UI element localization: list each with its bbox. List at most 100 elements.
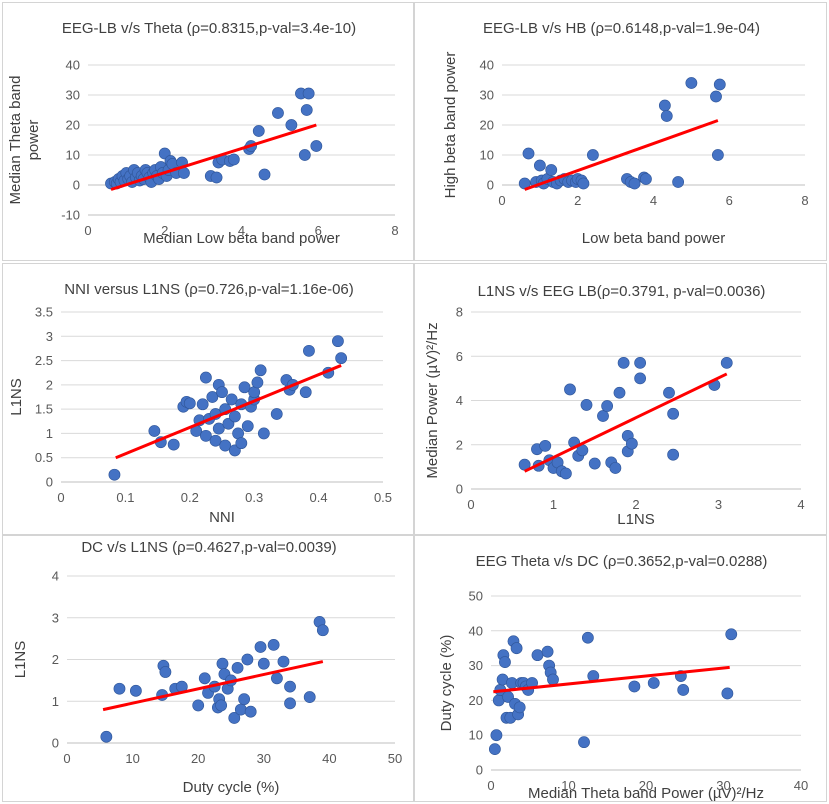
data-point — [499, 656, 511, 669]
data-point — [316, 624, 329, 637]
x-tick-label: 4 — [650, 193, 657, 208]
data-point — [251, 376, 264, 389]
x-tick-label: 40 — [322, 751, 336, 766]
data-point — [685, 77, 698, 89]
chart-panel-eeg-theta-vs-dc: EEG Theta v/s DC (ρ=0.3652,p-val=0.0288)… — [414, 535, 827, 802]
x-axis-label: Duty cycle (%) — [183, 779, 280, 796]
x-tick-label: 0 — [498, 193, 505, 208]
data-point — [216, 386, 228, 399]
data-point — [625, 437, 638, 450]
data-point — [545, 164, 558, 176]
y-tick-label: 20 — [469, 693, 483, 708]
chart-dc-vs-l1ns: DC v/s L1NS (ρ=0.4627,p-val=0.0039) 0 1 2 3 4… — [12, 539, 402, 796]
data-point — [634, 372, 647, 385]
y-tick-label: 40 — [480, 58, 494, 73]
data-point — [617, 356, 630, 369]
y-tick-label: 3 — [52, 610, 59, 625]
chart-title: DC v/s L1NS (ρ=0.4627,p-val=0.0039) — [81, 539, 336, 556]
data-point — [272, 107, 284, 119]
data-point — [725, 628, 738, 641]
y-tick-label: 0 — [456, 482, 463, 497]
data-point — [225, 393, 238, 406]
data-point — [209, 434, 222, 447]
data-point — [303, 691, 316, 703]
y-tick-label: 3 — [46, 329, 53, 344]
x-axis-label: Median Low beta band power — [143, 230, 340, 247]
data-point — [113, 682, 126, 695]
x-tick-label: 4 — [238, 223, 245, 238]
data-point — [100, 730, 113, 743]
x-axis-label: NNI — [209, 509, 235, 526]
data-point — [277, 655, 290, 668]
y-axis-label: Duty cycle (%) — [438, 635, 455, 732]
data-point — [510, 642, 523, 655]
data-point — [541, 645, 554, 658]
data-point — [210, 171, 223, 184]
chart-panel-nni-vs-l1ns: NNI versus L1NS (ρ=0.726,p-val=1.16e-06)… — [2, 263, 414, 535]
x-tick-label: 4 — [797, 497, 804, 512]
data-point — [660, 110, 673, 122]
y-axis-label-line: Duty cycle (%) — [438, 635, 455, 732]
data-point — [199, 429, 212, 442]
chart-title: L1NS v/s EEG LB(ρ=0.3791, p-val=0.0036) — [478, 283, 766, 300]
data-point — [227, 153, 240, 166]
y-tick-label: 20 — [66, 118, 80, 133]
data-point — [235, 437, 248, 450]
x-axis-label: Low beta band power — [582, 230, 725, 247]
x-tick-label: 0.2 — [181, 490, 199, 505]
data-point — [720, 356, 733, 369]
chart-panel-eeg-lb-vs-theta: EEG-LB v/s Theta (ρ=0.8315,p-val=3.4e-10… — [2, 2, 414, 261]
data-point — [302, 87, 315, 100]
data-point — [219, 439, 232, 452]
data-point — [601, 400, 614, 412]
x-tick-label: 2 — [574, 193, 581, 208]
x-tick-label: 30 — [716, 778, 730, 793]
chart-title: EEG Theta v/s DC (ρ=0.3652,p-val=0.0288) — [476, 553, 768, 570]
data-point — [335, 352, 348, 365]
data-point — [159, 666, 172, 678]
y-axis-label: Median Power (µV)²/Hz — [424, 322, 441, 478]
x-tick-label: 6 — [726, 193, 733, 208]
data-point — [647, 677, 660, 689]
data-point — [581, 631, 594, 644]
data-point — [192, 699, 205, 712]
trendline — [115, 364, 342, 460]
data-point — [597, 410, 609, 422]
y-tick-label: 0 — [476, 763, 483, 778]
y-tick-label: 30 — [469, 658, 483, 673]
data-point — [129, 684, 142, 697]
data-point — [300, 104, 313, 116]
x-tick-label: 0.4 — [310, 490, 328, 505]
data-point — [241, 420, 254, 433]
y-tick-label: 20 — [480, 118, 494, 133]
data-point — [298, 149, 311, 161]
data-point — [490, 729, 503, 742]
x-axis-label: Median Theta band Power (µV)²/Hz — [528, 785, 764, 802]
data-point — [580, 399, 593, 411]
data-point — [206, 391, 219, 403]
x-tick-label: 0 — [57, 490, 64, 505]
data-point — [108, 468, 121, 481]
chart-eeg-lb-vs-hb: EEG-LB v/s HB (ρ=0.6148,p-val=1.9e-04) 0 1… — [442, 20, 809, 247]
data-point — [148, 425, 161, 437]
x-tick-label: 2 — [632, 497, 639, 512]
data-point — [196, 398, 209, 411]
data-point — [531, 649, 544, 662]
chart-panel-eeg-lb-vs-hb: EEG-LB v/s HB (ρ=0.6148,p-val=1.9e-04) 0 1… — [414, 2, 827, 261]
y-tick-label: 2 — [456, 437, 463, 452]
data-point — [231, 661, 244, 674]
trendline — [523, 372, 728, 473]
y-axis-label-line: L1NS — [8, 378, 25, 416]
x-tick-label: 8 — [391, 223, 398, 238]
chart-title: NNI versus L1NS (ρ=0.726,p-val=1.16e-06) — [64, 281, 354, 298]
y-tick-label: 10 — [469, 728, 483, 743]
y-tick-label: 6 — [456, 349, 463, 364]
data-point — [241, 653, 254, 666]
trendline — [110, 123, 317, 191]
x-tick-label: 0 — [84, 223, 91, 238]
data-point — [628, 177, 641, 190]
data-point — [609, 462, 622, 474]
y-tick-label: 30 — [480, 88, 494, 103]
y-tick-label: 0 — [73, 178, 80, 193]
y-tick-label: 0.5 — [35, 450, 53, 465]
